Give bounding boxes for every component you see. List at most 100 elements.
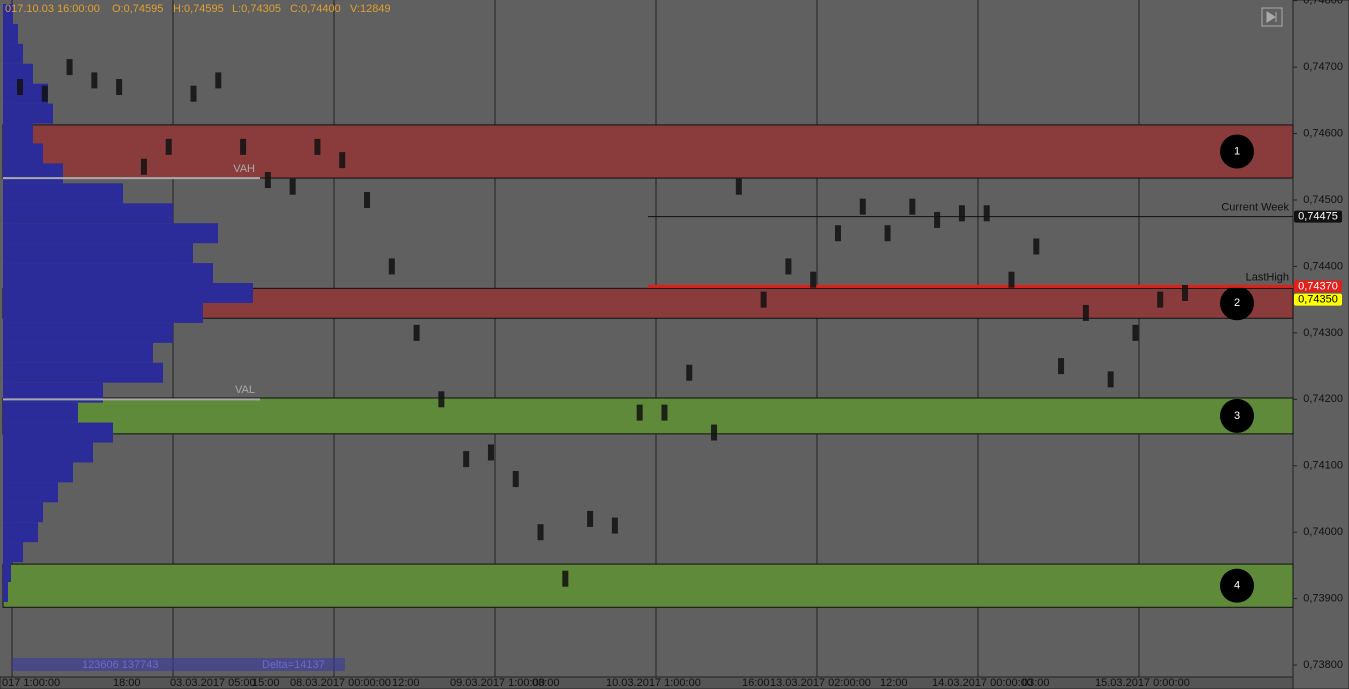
price-mark xyxy=(587,510,594,527)
y-tick-label: 0,73900 xyxy=(1303,593,1343,605)
price-mark xyxy=(810,271,817,288)
y-tick-label: 0,74100 xyxy=(1303,460,1343,472)
price-mark xyxy=(636,404,643,421)
price-mark xyxy=(438,391,445,408)
price-mark xyxy=(240,138,247,155)
price-mark xyxy=(289,178,296,195)
profile-bar xyxy=(3,302,203,323)
profile-bar xyxy=(3,203,173,224)
profile-bar xyxy=(3,442,93,463)
price-tag-label: 0,74370 xyxy=(1298,280,1338,292)
price-mark xyxy=(91,72,98,89)
price-mark xyxy=(512,471,519,488)
price-mark xyxy=(463,451,470,468)
price-mark xyxy=(958,205,965,222)
profile-bar xyxy=(3,562,11,583)
profile-bar xyxy=(3,43,23,64)
y-tick-label: 0,73800 xyxy=(1303,659,1343,671)
delta-label: Delta=14137 xyxy=(262,659,325,671)
price-tag xyxy=(1294,293,1342,306)
x-tick-label: 03:00 xyxy=(1022,677,1050,689)
profile-bar xyxy=(3,83,48,104)
price-mark xyxy=(116,79,123,96)
profile-bar xyxy=(3,482,58,503)
price-mark xyxy=(1107,371,1114,388)
price-mark xyxy=(413,324,420,341)
price-mark xyxy=(834,225,841,242)
zone xyxy=(2,397,1294,435)
level-label: VAL xyxy=(235,384,255,396)
x-tick-label: 03:00 xyxy=(532,677,560,689)
zone xyxy=(2,563,1294,608)
x-tick-label: 12:00 xyxy=(880,677,908,689)
y-tick-label: 0,74300 xyxy=(1303,327,1343,339)
price-mark xyxy=(140,158,147,175)
play-button[interactable] xyxy=(1261,7,1283,27)
price-mark xyxy=(364,191,371,208)
price-mark xyxy=(760,291,767,308)
profile-bar xyxy=(3,462,73,483)
price-mark xyxy=(909,198,916,215)
price-mark xyxy=(1157,291,1164,308)
profile-bar xyxy=(3,362,163,383)
price-axis xyxy=(1292,0,1349,689)
price-mark xyxy=(17,79,23,96)
price-mark xyxy=(215,72,222,89)
price-mark xyxy=(562,570,569,587)
y-tick-label: 0,74400 xyxy=(1303,260,1343,272)
x-tick-label: 017 1:00:00 xyxy=(2,677,60,689)
header-text: H:0,74595 xyxy=(173,3,224,15)
profile-bar xyxy=(3,3,13,24)
level-label: LastHigh xyxy=(1246,271,1289,283)
profile-bar xyxy=(3,63,33,84)
x-tick-label: 15.03.2017 0:00:00 xyxy=(1095,677,1190,689)
header-text: L:0,74305 xyxy=(232,3,281,15)
y-tick-label: 0,74000 xyxy=(1303,526,1343,538)
price-mark xyxy=(264,172,271,189)
profile-bar xyxy=(3,342,153,363)
profile-bar xyxy=(3,243,193,264)
stats-bar xyxy=(12,658,345,671)
price-tag-label: 0,74475 xyxy=(1298,211,1338,223)
header-text: V:12849 xyxy=(350,3,391,15)
price-mark xyxy=(711,424,718,441)
price-mark xyxy=(1058,358,1065,375)
time-axis xyxy=(0,676,1294,689)
price-mark xyxy=(661,404,668,421)
profile-stats: 123606 137743 xyxy=(82,659,158,671)
x-tick-label: 18:00 xyxy=(113,677,141,689)
x-tick-label: 08.03.2017 00:00:00 xyxy=(290,677,391,689)
zone-marker-label: 4 xyxy=(1234,580,1240,592)
price-tag-label: 0,74350 xyxy=(1298,294,1338,306)
profile-bar xyxy=(3,542,23,563)
profile-bar xyxy=(3,183,123,204)
y-tick-label: 0,74700 xyxy=(1303,61,1343,73)
zone-marker-label: 2 xyxy=(1234,297,1240,309)
x-tick-label: 16:00 xyxy=(742,677,770,689)
x-tick-label: 09.03.2017 1:00:00 xyxy=(450,677,545,689)
price-mark xyxy=(314,138,321,155)
price-mark xyxy=(66,59,73,76)
price-mark xyxy=(537,524,544,541)
zone-marker xyxy=(1220,568,1254,603)
price-mark xyxy=(165,138,172,155)
price-tag xyxy=(1294,280,1342,293)
profile-bar xyxy=(3,103,53,124)
price-mark xyxy=(934,211,941,228)
price-mark xyxy=(1132,324,1139,341)
price-mark xyxy=(388,258,395,275)
profile-bar xyxy=(3,502,43,523)
price-mark xyxy=(785,258,792,275)
price-mark xyxy=(487,444,494,461)
profile-bar xyxy=(3,322,173,343)
header-text: O:0,74595 xyxy=(112,3,163,15)
price-mark xyxy=(41,85,48,102)
price-mark xyxy=(859,198,866,215)
zone-marker xyxy=(1220,398,1254,433)
price-mark xyxy=(1182,285,1188,302)
profile-bar xyxy=(3,283,253,303)
price-tag xyxy=(1294,210,1342,223)
x-tick-label: 15:00 xyxy=(252,677,280,689)
price-mark xyxy=(611,517,618,534)
